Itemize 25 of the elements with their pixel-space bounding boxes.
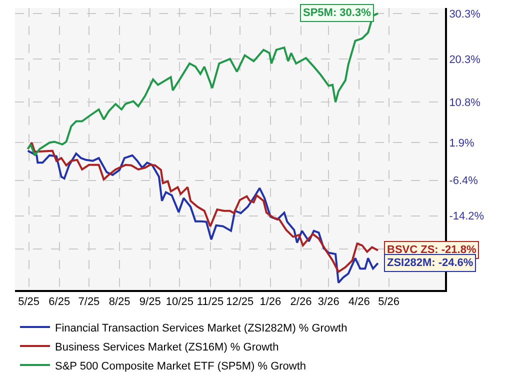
legend-label: Business Services Market (ZS16M) % Growth: [55, 341, 279, 354]
x-tick-label: 2/26: [290, 296, 312, 308]
x-tick-label: 4/26: [348, 296, 370, 308]
y-tick-label: 1.9%: [449, 137, 474, 150]
x-tick-label: 8/25: [108, 296, 130, 308]
y-tick-label: -6.4%: [449, 175, 478, 188]
y-tick-label: 30.3%: [449, 8, 481, 20]
x-tick-label: 3/26: [318, 296, 340, 308]
y-tick-label: -14.2%: [449, 210, 484, 223]
x-tick-label: 6/25: [48, 296, 70, 308]
x-tick-label: 10/25: [166, 296, 194, 308]
legend-label: Financial Transaction Services Market (ZSI282M) % Growth: [55, 322, 348, 334]
x-tick-label: 9/25: [139, 296, 161, 308]
annotation: ZSI282M: -24.6%: [387, 257, 474, 269]
annotation: BSVC ZS: -21.8%: [387, 244, 476, 256]
x-tick-label: 5/25: [18, 296, 40, 308]
x-tick-label: 7/25: [78, 296, 100, 308]
x-tick-label: 5/26: [378, 296, 400, 308]
y-tick-label: 10.8%: [449, 97, 481, 109]
x-tick-label: 1/26: [260, 296, 282, 308]
legend-label: S&P 500 Composite Market ETF (SP5M) % Growth: [55, 360, 306, 372]
x-tick-label: 12/25: [226, 296, 254, 308]
x-tick-label: 11/25: [196, 296, 224, 308]
annotation: SP5M: 30.3%: [303, 7, 372, 19]
y-tick-label: 20.3%: [449, 54, 481, 66]
